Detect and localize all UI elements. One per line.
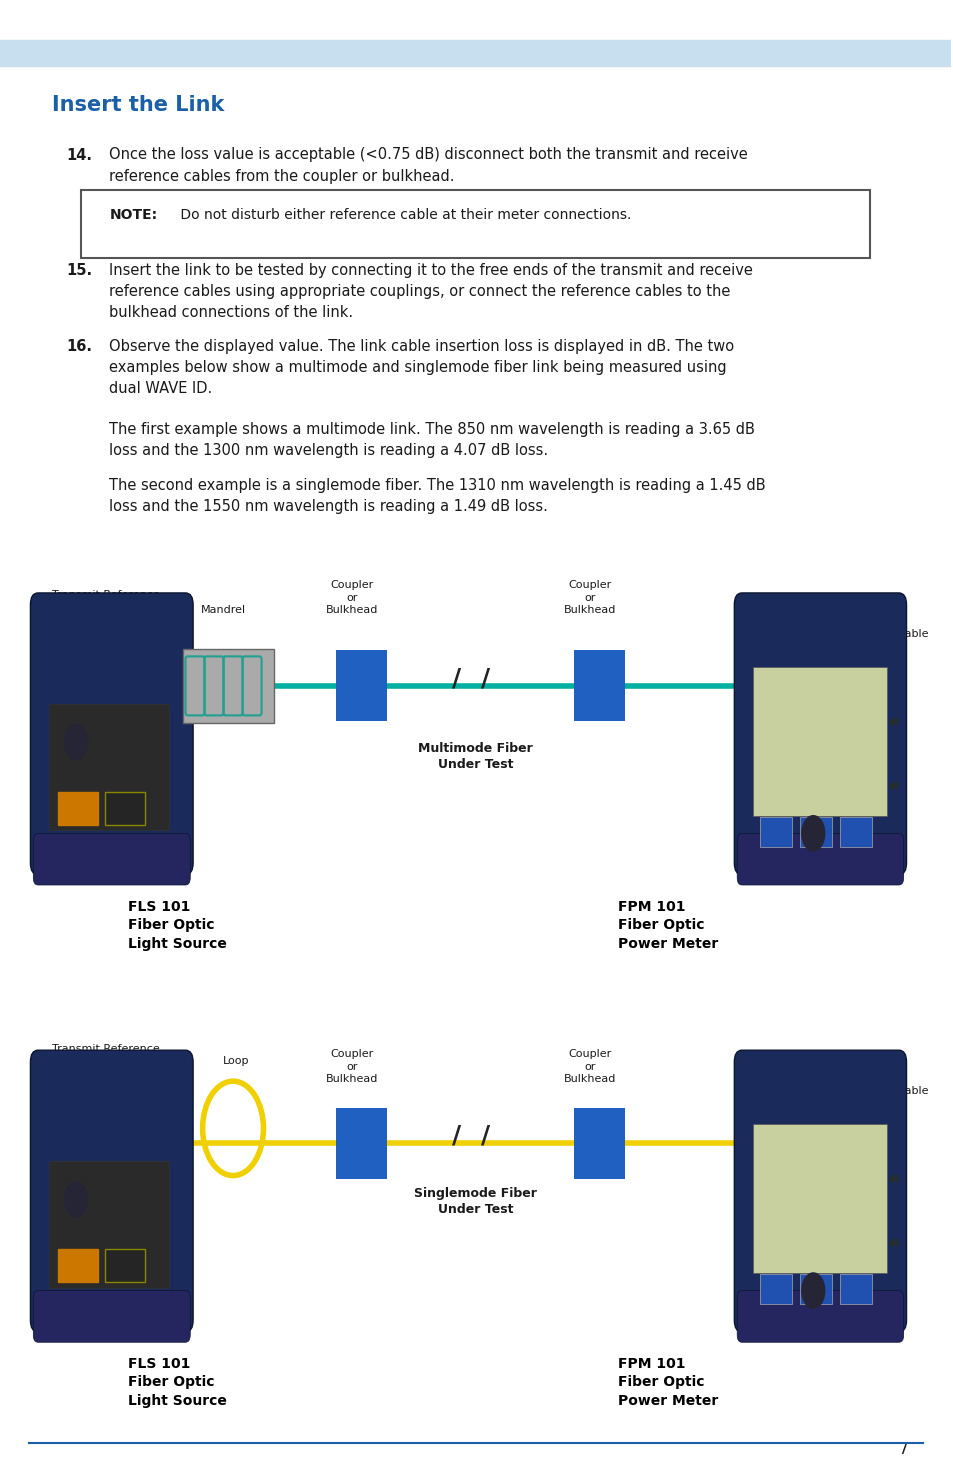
Text: 850nm
1300nm: 850nm 1300nm <box>67 802 90 814</box>
FancyBboxPatch shape <box>800 817 831 847</box>
Text: dB: dB <box>888 1176 899 1184</box>
Text: WAVE ID   1550nm: WAVE ID 1550nm <box>760 1211 819 1217</box>
FancyBboxPatch shape <box>737 1291 902 1342</box>
Circle shape <box>801 816 823 851</box>
Text: NOTE:: NOTE: <box>110 208 157 223</box>
Text: dB
dBm: dB dBm <box>769 1283 781 1295</box>
Text: 1.49: 1.49 <box>760 1235 804 1252</box>
Text: Extron    FPM 101: Extron FPM 101 <box>760 1320 821 1326</box>
Text: /: / <box>480 1124 489 1148</box>
Text: Receive
Reference Cable: Receive Reference Cable <box>836 617 927 639</box>
Text: Ref: Ref <box>811 829 820 835</box>
Text: FLS 101
Fiber Optic
Light Source: FLS 101 Fiber Optic Light Source <box>129 1357 227 1407</box>
FancyBboxPatch shape <box>58 792 98 825</box>
Text: 14.: 14. <box>67 148 92 162</box>
Circle shape <box>801 1273 823 1308</box>
FancyBboxPatch shape <box>734 593 905 875</box>
FancyBboxPatch shape <box>753 667 886 816</box>
Text: FPM 101
Fiber Optic
Power Meter: FPM 101 Fiber Optic Power Meter <box>618 900 718 950</box>
Text: FIBER POWER METER: FIBER POWER METER <box>760 878 818 884</box>
Text: dB: dB <box>888 718 899 727</box>
Text: 1.45: 1.45 <box>760 1171 804 1189</box>
FancyBboxPatch shape <box>734 1050 905 1332</box>
FancyBboxPatch shape <box>335 650 387 721</box>
Text: 850nm: 850nm <box>760 690 784 696</box>
Text: Do not disturb either reference cable at their meter connections.: Do not disturb either reference cable at… <box>175 208 631 223</box>
FancyBboxPatch shape <box>105 792 145 825</box>
Text: Coupler
or
Bulkhead: Coupler or Bulkhead <box>325 580 377 615</box>
Text: 1310nm
1550nm: 1310nm 1550nm <box>113 802 136 814</box>
Text: Loop: Loop <box>222 1056 249 1066</box>
Text: 1310nm
1550nm: 1310nm 1550nm <box>113 1260 136 1271</box>
Text: Extron    FPM 101: Extron FPM 101 <box>760 863 821 869</box>
FancyBboxPatch shape <box>800 1274 831 1304</box>
FancyBboxPatch shape <box>839 817 871 847</box>
Text: dB: dB <box>888 782 899 791</box>
Text: λ: λ <box>854 829 857 835</box>
FancyBboxPatch shape <box>50 1161 169 1288</box>
Text: Transmit Reference
Cable: Transmit Reference Cable <box>52 1044 160 1066</box>
FancyBboxPatch shape <box>105 1249 145 1282</box>
FancyBboxPatch shape <box>760 1274 792 1304</box>
FancyBboxPatch shape <box>58 1249 98 1282</box>
Text: Singlemode Fiber
Under Test: Singlemode Fiber Under Test <box>414 1187 537 1217</box>
Text: dB
dBm: dB dBm <box>769 826 781 838</box>
Text: /: / <box>452 1124 460 1148</box>
Text: Extron    FLS 101: Extron FLS 101 <box>69 1226 128 1232</box>
Text: FIBER POWER METER: FIBER POWER METER <box>760 1335 818 1341</box>
FancyBboxPatch shape <box>50 704 169 830</box>
Text: Coupler
or
Bulkhead: Coupler or Bulkhead <box>563 580 616 615</box>
Text: FLS 101
Fiber Optic
Light Source: FLS 101 Fiber Optic Light Source <box>129 900 227 950</box>
Text: FIBER LIGHT SOURCE: FIBER LIGHT SOURCE <box>69 783 126 789</box>
Text: 15.: 15. <box>67 263 92 277</box>
FancyBboxPatch shape <box>760 817 792 847</box>
Text: WAVE ID   1300nm: WAVE ID 1300nm <box>760 754 819 760</box>
FancyBboxPatch shape <box>81 190 869 258</box>
Circle shape <box>65 1181 88 1217</box>
Text: Ref: Ref <box>811 1286 820 1292</box>
Bar <box>0 40 950 66</box>
FancyBboxPatch shape <box>737 833 902 885</box>
FancyBboxPatch shape <box>335 1108 387 1179</box>
Text: The first example shows a multimode link. The 850 nm wavelength is reading a 3.6: The first example shows a multimode link… <box>110 422 755 457</box>
Text: 7: 7 <box>898 1443 907 1457</box>
Text: Receive
Reference Cable: Receive Reference Cable <box>836 1074 927 1096</box>
FancyBboxPatch shape <box>30 593 193 875</box>
Text: dB: dB <box>888 1239 899 1248</box>
Text: Coupler
or
Bulkhead: Coupler or Bulkhead <box>325 1049 377 1084</box>
Text: /: / <box>480 667 489 690</box>
Text: 4.07: 4.07 <box>760 777 804 795</box>
Text: Coupler
or
Bulkhead: Coupler or Bulkhead <box>563 1049 616 1084</box>
FancyBboxPatch shape <box>839 1274 871 1304</box>
Text: /: / <box>452 667 460 690</box>
FancyBboxPatch shape <box>182 649 274 723</box>
Text: 850nm
1300nm: 850nm 1300nm <box>67 1260 90 1271</box>
FancyBboxPatch shape <box>33 833 190 885</box>
Text: The second example is a singlemode fiber. The 1310 nm wavelength is reading a 1.: The second example is a singlemode fiber… <box>110 478 765 513</box>
Text: Transmit Reference
Cable: Transmit Reference Cable <box>52 590 160 612</box>
Text: Multimode Fiber
Under Test: Multimode Fiber Under Test <box>417 742 533 771</box>
Text: Observe the displayed value. The link cable insertion loss is displayed in dB. T: Observe the displayed value. The link ca… <box>110 339 734 397</box>
Text: Extron    FLS 101: Extron FLS 101 <box>69 768 128 774</box>
Text: 3.65: 3.65 <box>760 714 804 732</box>
FancyBboxPatch shape <box>753 1124 886 1273</box>
FancyBboxPatch shape <box>30 1050 193 1332</box>
Circle shape <box>65 724 88 760</box>
Text: Once the loss value is acceptable (<0.75 dB) disconnect both the transmit and re: Once the loss value is acceptable (<0.75… <box>110 148 747 183</box>
Text: λ: λ <box>854 1286 857 1292</box>
Text: 16.: 16. <box>67 339 92 354</box>
Text: FPM 101
Fiber Optic
Power Meter: FPM 101 Fiber Optic Power Meter <box>618 1357 718 1407</box>
FancyBboxPatch shape <box>33 1291 190 1342</box>
FancyBboxPatch shape <box>573 650 624 721</box>
Text: 1310nm: 1310nm <box>760 1148 789 1153</box>
Text: Mandrel: Mandrel <box>201 605 246 615</box>
Text: Insert the Link: Insert the Link <box>52 94 225 115</box>
Text: FIBER LIGHT SOURCE: FIBER LIGHT SOURCE <box>69 1240 126 1246</box>
FancyBboxPatch shape <box>573 1108 624 1179</box>
Text: Insert the link to be tested by connecting it to the free ends of the transmit a: Insert the link to be tested by connecti… <box>110 263 753 320</box>
